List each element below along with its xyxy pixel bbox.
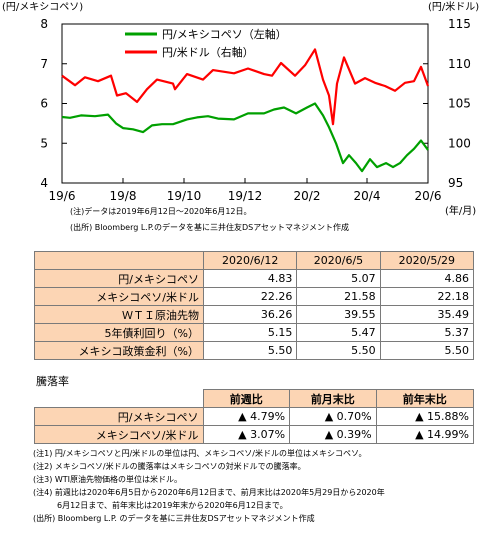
row-label: メキシコペソ/米ドル <box>34 287 204 306</box>
table-cell: 35.49 <box>379 305 475 324</box>
footnote: (注1) 円/メキシコペソと円/米ドルの単位は円、メキシコペソ/米ドルの単位はメ… <box>33 449 367 458</box>
right-tick-label: 100 <box>448 136 471 150</box>
legend: 円/メキシコペソ（左軸） 円/米ドル（右軸） <box>125 27 287 59</box>
row-label: ＷＴＩ原油先物 <box>34 305 204 324</box>
table-column-header: 2020/6/12 <box>202 251 298 270</box>
left-axis: 8 7 6 5 4 <box>40 17 67 190</box>
right-tick-label: 105 <box>448 97 471 111</box>
right-axis: 115 110 105 100 95 <box>423 17 471 190</box>
row-label: 円/メキシコペソ <box>34 407 204 426</box>
table-cell: 22.18 <box>379 287 475 306</box>
x-tick-label: 19/8 <box>110 189 137 203</box>
left-tick-label: 5 <box>40 136 48 150</box>
footnote: (注2) メキシコペソ/米ドルの騰落率はメキシコペソの対米ドルでの騰落率。 <box>33 462 306 471</box>
x-axis-unit: (年/月) <box>445 206 477 217</box>
x-tick-label: 19/6 <box>49 189 76 203</box>
footnote-source: (出所) Bloomberg L.P. のデータを基に三井住友DSアセットマネジ… <box>33 514 315 523</box>
series-line-usd <box>61 48 430 126</box>
table-cell: 5.50 <box>202 341 298 360</box>
series-layer <box>61 48 430 173</box>
table-row: メキシコペソ/米ドル ▲ 3.07% ▲ 0.39% ▲ 14.99% <box>34 425 475 444</box>
table-corner <box>34 251 204 270</box>
row-label: 5年債利回り（%） <box>34 323 204 342</box>
footnote: (注3) WTI原油先物価格の単位は米ドル。 <box>33 475 183 484</box>
row-label: メキシコ政策金利（%） <box>34 341 204 360</box>
table-row: メキシコ政策金利（%） 5.50 5.50 5.50 <box>34 341 475 360</box>
table-column-header: 2020/6/5 <box>296 251 381 270</box>
row-label: メキシコペソ/米ドル <box>34 425 204 444</box>
left-tick-label: 6 <box>40 97 48 111</box>
footnote: 6月12日まで、前年末比は2019年末から2020年6月12日まで。 <box>33 501 288 510</box>
left-tick-label: 7 <box>40 57 48 71</box>
series-line-peso <box>61 102 429 173</box>
line-chart: 8 7 6 5 4 115 110 105 100 95 19/6 19/8 19/10 19/12 2… <box>40 17 471 203</box>
legend-label-peso: 円/メキシコペソ（左軸） <box>162 27 287 41</box>
footnote: (注4) 前週比は2020年6月5日から2020年6月12日まで、前月末比は20… <box>33 488 385 497</box>
market-data-table: 2020/6/12 2020/6/5 2020/5/29 円/メキシコペソ 4.… <box>34 251 475 360</box>
table-cell: 4.83 <box>202 269 298 288</box>
table-column-header: 前月末比 <box>289 389 377 408</box>
table-column-header: 前年末比 <box>375 389 475 408</box>
table-corner <box>34 389 203 408</box>
right-tick-label: 115 <box>448 17 471 31</box>
change-rate-title: 騰落率 <box>36 375 69 388</box>
table-cell: 5.50 <box>296 341 381 360</box>
table-row: 円/メキシコペソ ▲ 4.79% ▲ 0.70% ▲ 15.88% <box>34 407 475 426</box>
chart-source: (出所) Bloomberg L.P.のデータを基に三井住友DSアセットマネジメ… <box>70 223 350 232</box>
right-tick-label: 110 <box>448 57 471 71</box>
table-cell: 39.55 <box>296 305 381 324</box>
table-row: メキシコペソ/米ドル 22.26 21.58 22.18 <box>34 287 475 306</box>
table-row: 5年債利回り（%） 5.15 5.47 5.37 <box>34 323 475 342</box>
table-cell: ▲ 14.99% <box>375 425 475 444</box>
table-cell: 5.50 <box>379 341 475 360</box>
left-tick-label: 8 <box>40 17 48 31</box>
table-cell: 22.26 <box>202 287 298 306</box>
x-tick-label: 20/6 <box>415 189 442 203</box>
table-column-header: 2020/5/29 <box>379 251 475 270</box>
x-tick-label: 19/10 <box>167 189 202 203</box>
chart-note: (注)データは2019年6月12日～2020年6月12日。 <box>70 207 252 216</box>
table-cell: 4.86 <box>379 269 475 288</box>
x-tick-label: 19/12 <box>228 189 263 203</box>
left-axis-unit: (円/メキシコペソ) <box>2 2 84 13</box>
table-row: 円/メキシコペソ 4.83 5.07 4.86 <box>34 269 475 288</box>
x-tick-label: 20/4 <box>354 189 381 203</box>
table-header-row: 前週比 前月末比 前年末比 <box>34 389 475 408</box>
change-rate-table: 前週比 前月末比 前年末比 円/メキシコペソ ▲ 4.79% ▲ 0.70% ▲… <box>34 389 475 444</box>
table-cell: 36.26 <box>202 305 298 324</box>
table-cell: ▲ 0.70% <box>289 407 377 426</box>
plot-area <box>61 23 429 184</box>
right-tick-label: 95 <box>448 176 463 190</box>
table-row: ＷＴＩ原油先物 36.26 39.55 35.49 <box>34 305 475 324</box>
table-cell: ▲ 3.07% <box>202 425 291 444</box>
table-cell: 5.47 <box>296 323 381 342</box>
table-column-header: 前週比 <box>202 389 291 408</box>
table-header-row: 2020/6/12 2020/6/5 2020/5/29 <box>34 251 475 270</box>
table-cell: ▲ 4.79% <box>202 407 291 426</box>
right-axis-unit: (円/米ドル) <box>428 2 480 13</box>
table-cell: ▲ 0.39% <box>289 425 377 444</box>
table-cell: 5.07 <box>296 269 381 288</box>
table-cell: 5.15 <box>202 323 298 342</box>
table-cell: ▲ 15.88% <box>375 407 475 426</box>
x-tick-label: 20/2 <box>294 189 321 203</box>
left-tick-label: 4 <box>40 176 48 190</box>
legend-label-usd: 円/米ドル（右軸） <box>162 45 254 59</box>
x-axis: 19/6 19/8 19/10 19/12 20/2 20/4 20/6 <box>49 178 442 203</box>
row-label: 円/メキシコペソ <box>34 269 204 288</box>
table-cell: 21.58 <box>296 287 381 306</box>
table-cell: 5.37 <box>379 323 475 342</box>
